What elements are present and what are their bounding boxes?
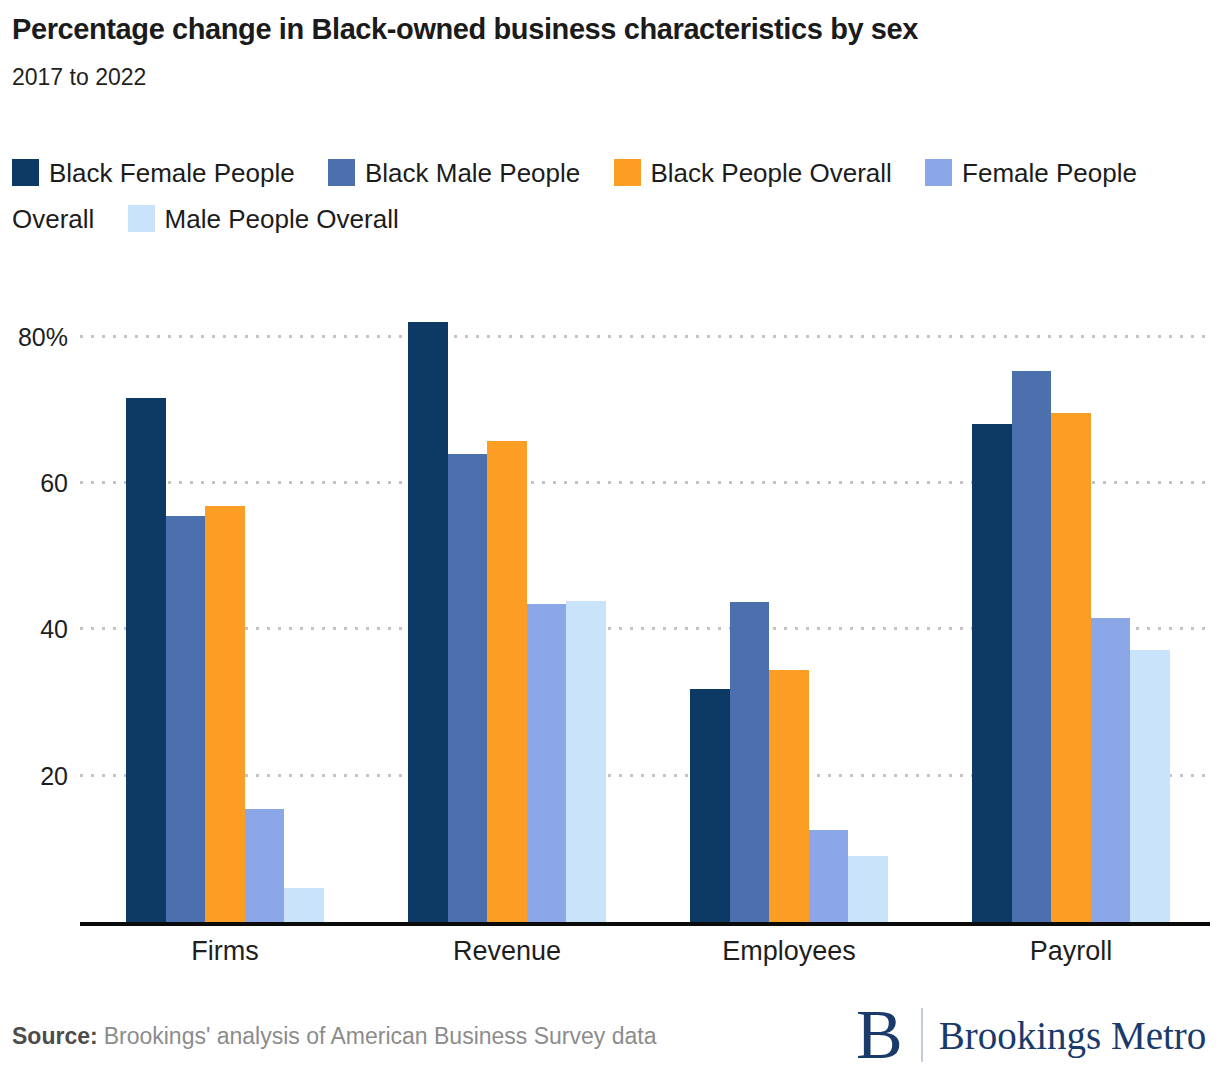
- bar: [1130, 650, 1170, 922]
- legend-label: Male People Overall: [165, 204, 399, 234]
- bar: [848, 856, 888, 922]
- bar: [126, 398, 166, 922]
- chart-figure: Percentage change in Black-owned busines…: [0, 0, 1220, 1078]
- bar: [205, 506, 245, 922]
- legend-item: Black Female People: [12, 158, 295, 188]
- chart-legend: Black Female People Black Male People Bl…: [12, 150, 1177, 242]
- legend-swatch-icon: [328, 159, 355, 186]
- bar: [527, 604, 567, 922]
- category-label: Payroll: [930, 936, 1212, 967]
- bar: [809, 830, 849, 922]
- legend-label: Black People Overall: [651, 158, 892, 188]
- legend-item: Male People Overall: [128, 204, 399, 234]
- bar: [408, 322, 448, 922]
- brookings-logo: B Brookings Metro: [856, 1000, 1206, 1070]
- legend-label: Black Female People: [49, 158, 295, 188]
- bar-group-employees: [690, 322, 888, 922]
- y-tick-label: 80%: [0, 323, 68, 351]
- x-axis-labels: FirmsRevenueEmployeesPayroll: [80, 936, 1210, 972]
- chart-title: Percentage change in Black-owned busines…: [12, 13, 1212, 46]
- bar: [566, 601, 606, 922]
- bar: [769, 670, 809, 922]
- bar: [166, 516, 206, 922]
- bar: [730, 602, 770, 922]
- bar: [284, 888, 324, 922]
- bar-group-payroll: [972, 322, 1170, 922]
- bar: [245, 809, 285, 922]
- plot-area: [80, 322, 1210, 926]
- logo-divider: [921, 1008, 923, 1062]
- source-text: Brookings' analysis of American Business…: [104, 1023, 657, 1049]
- category-label: Employees: [648, 936, 930, 967]
- legend-swatch-icon: [128, 205, 155, 232]
- y-tick-label: 40: [0, 615, 68, 643]
- brookings-metro-wordmark: Brookings Metro: [939, 1013, 1207, 1058]
- bar: [1012, 371, 1052, 922]
- bar: [690, 689, 730, 922]
- bar: [487, 441, 527, 922]
- brookings-b-icon: B: [856, 1000, 903, 1070]
- bar: [972, 424, 1012, 922]
- source-label: Source:: [12, 1023, 98, 1049]
- legend-swatch-icon: [12, 159, 39, 186]
- bar-group-firms: [126, 322, 324, 922]
- y-axis-labels: 20 40 60 80%: [0, 322, 68, 922]
- legend-label: Black Male People: [365, 158, 580, 188]
- bar: [1091, 618, 1131, 922]
- legend-item: Black Male People: [328, 158, 580, 188]
- category-label: Revenue: [366, 936, 648, 967]
- bar: [1051, 413, 1091, 922]
- y-tick-label: 20: [0, 762, 68, 790]
- y-tick-label: 60: [0, 469, 68, 497]
- legend-item: Black People Overall: [614, 158, 892, 188]
- legend-swatch-icon: [925, 159, 952, 186]
- source-note: Source:Brookings' analysis of American B…: [12, 1023, 656, 1050]
- category-label: Firms: [84, 936, 366, 967]
- bar-group-revenue: [408, 322, 606, 922]
- bar: [448, 454, 488, 922]
- chart-subtitle: 2017 to 2022: [12, 64, 146, 91]
- legend-swatch-icon: [614, 159, 641, 186]
